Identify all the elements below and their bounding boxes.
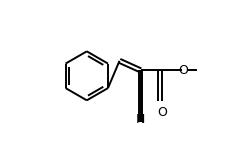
Text: N: N [135, 113, 144, 126]
Text: O: O [156, 106, 166, 119]
Text: O: O [178, 64, 187, 77]
